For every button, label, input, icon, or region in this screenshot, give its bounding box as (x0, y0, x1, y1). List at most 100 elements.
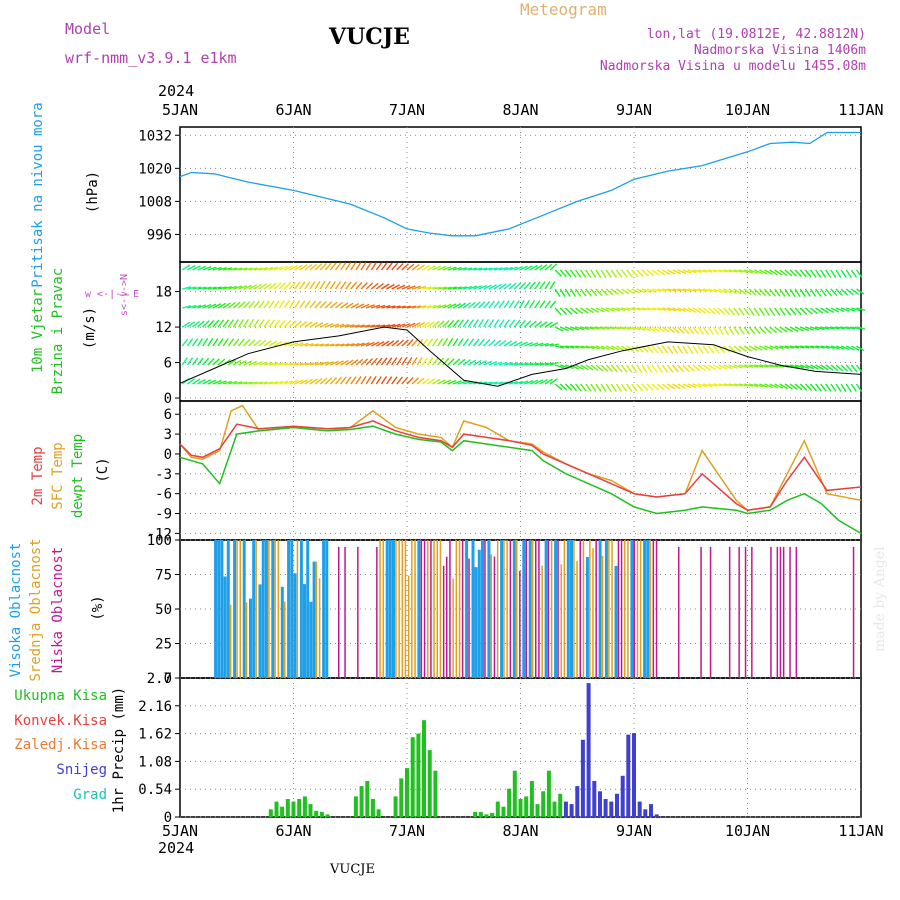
wind-barb (437, 304, 447, 309)
wind-barb (513, 341, 523, 347)
wind-barb (703, 383, 713, 388)
cloud-bar (423, 540, 426, 678)
wind-barb (340, 376, 347, 385)
cloud-bar (738, 546, 740, 678)
wind-barb (457, 358, 466, 366)
wind-barb (483, 300, 491, 309)
wind-barb (406, 377, 414, 385)
wind-barb (666, 345, 674, 354)
wind-barb (835, 364, 844, 372)
t2m-line (179, 420, 862, 511)
wind-barb (243, 338, 251, 347)
wind-barb (646, 326, 656, 332)
wind-barb (759, 364, 769, 368)
wind-barb (667, 288, 677, 292)
legend-snow: Snijeg (56, 762, 107, 778)
x-tick-label-bottom: 8JAN (502, 822, 538, 840)
wind-barb (626, 364, 633, 373)
cloud-bar (220, 540, 224, 678)
wind-barb (580, 326, 590, 330)
wind-barb (212, 303, 222, 309)
wind-barb (656, 269, 666, 276)
wind-barb (708, 269, 718, 273)
wind-barb (493, 361, 503, 366)
wind-barb (677, 364, 685, 373)
wind-barb (181, 264, 191, 271)
wind-barb (319, 300, 327, 309)
wind-barb (442, 303, 452, 309)
wind-barb (202, 320, 210, 328)
wind-barb (197, 304, 207, 309)
wind-barb (641, 326, 651, 332)
total-precip-bar (535, 804, 540, 817)
wind-barb (743, 288, 752, 296)
cloud-bar (500, 540, 504, 678)
wind-barb (774, 288, 781, 297)
wind-barb (197, 357, 204, 366)
x-tick-label-bottom: 5JAN (162, 822, 198, 840)
cloud-bar (255, 540, 257, 678)
wind-barb (273, 300, 280, 309)
wind-barb (815, 307, 824, 314)
wind-barb (661, 383, 671, 390)
wind-compass-v: s<-|->N (119, 274, 130, 316)
wind-barb (855, 383, 863, 392)
cloud-bar (506, 540, 508, 678)
wind-barb (825, 345, 835, 350)
wind-barb (212, 358, 220, 366)
cloud-bar (627, 540, 629, 678)
cloud-bar (782, 546, 785, 678)
wind-barb (207, 319, 215, 328)
cloud-bar (258, 584, 262, 678)
wind-barb (422, 305, 432, 309)
cloud-ylabel3: Niska Oblacnost (50, 547, 66, 673)
wind-barb (467, 319, 474, 328)
wind-barb (222, 319, 230, 328)
wind-barb (386, 357, 393, 366)
cloud-bar (411, 540, 413, 678)
cloud-bar (608, 540, 610, 678)
wind-barb (626, 345, 635, 352)
wind-barb (590, 307, 600, 313)
wind-barb (191, 338, 199, 347)
wind-barb (217, 380, 227, 385)
total-precip-bar (268, 809, 273, 817)
wind-barb (585, 269, 592, 278)
wind-barb (202, 357, 210, 366)
wind-barb (508, 319, 516, 328)
wind-barb (590, 364, 599, 372)
snow-precip-bar (569, 804, 574, 817)
wind-barb (314, 263, 323, 271)
wind-barb (314, 322, 324, 328)
cloud-bar (512, 540, 516, 678)
temp-unit: (C) (95, 457, 111, 482)
wind-barb (851, 307, 861, 312)
cloud-bar (639, 540, 642, 678)
wind-barb (805, 364, 814, 370)
wind-barb (631, 383, 638, 392)
wind-barb (416, 264, 425, 271)
wind-barb (330, 323, 340, 328)
wind-barb (651, 364, 658, 373)
wind-barb (370, 262, 377, 271)
wind-barb (713, 364, 722, 370)
wind-barb (845, 269, 852, 278)
wind-barb (672, 345, 679, 354)
wind-barb (268, 362, 278, 366)
cloud-bar (442, 565, 445, 678)
cloud-bar (789, 546, 791, 678)
wind-barb (580, 364, 589, 371)
wind-barb (493, 339, 502, 347)
wind-barb (207, 358, 215, 366)
wind-barb (320, 343, 330, 347)
wind-barb (779, 307, 786, 316)
wind-barb (626, 326, 636, 331)
wind-barb (682, 288, 692, 292)
wind-barb (345, 376, 352, 385)
wind-barb (493, 381, 503, 385)
wind-barb (319, 281, 326, 290)
wind-barb (304, 263, 313, 271)
wind-barb (692, 364, 701, 372)
x-tick-label-top: 7JAN (389, 101, 425, 119)
wind-barb (340, 302, 349, 309)
